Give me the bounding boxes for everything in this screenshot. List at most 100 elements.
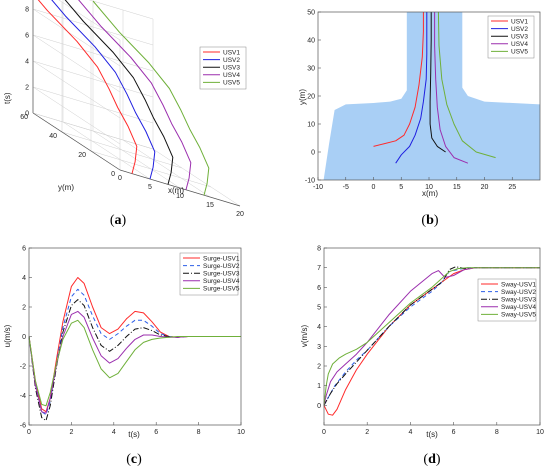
panel-b-plot: -10 -5 0 5 10 15 20 25-1001020304050USV1USV2USV… xyxy=(305,10,541,191)
panel-b-xy-trajectories: -10 -5 0 5 10 15 20 25-1001020304050USV1USV2USV… xyxy=(298,10,541,228)
panel-b-legend-entry: USV4 xyxy=(511,41,528,48)
side-grid-line xyxy=(32,86,121,145)
panel-d-legend-entry: Sway-USV5 xyxy=(501,312,536,319)
panel-a-ztick-label: 4 xyxy=(25,59,29,66)
panel-a-axes-box xyxy=(32,0,241,207)
panel-b-xtick-label: 10 xyxy=(425,184,433,191)
panel-a-ytick-label: 20 xyxy=(78,152,86,159)
panel-b-series-usv1 xyxy=(373,12,424,147)
panel-a-ytick-label: 60 xyxy=(20,114,28,121)
panel-a-legend-entry: USV1 xyxy=(223,49,240,56)
panel-a-xtick-label: 5 xyxy=(148,184,152,191)
panel-b-ytick-label: 30 xyxy=(307,66,315,73)
panel-d-ytick-label: 6 xyxy=(317,285,321,292)
panel-a-ytick-label: 40 xyxy=(49,133,57,140)
panel-d-ytick-label: 4 xyxy=(317,324,321,331)
panel-a-legend-entry: USV3 xyxy=(223,65,240,72)
panel-c-label: (c) xyxy=(126,452,142,467)
panel-a-legend-entry: USV5 xyxy=(223,80,240,87)
panel-d-ytick-label: 1 xyxy=(317,383,321,390)
panel-d-ytick-label: 0 xyxy=(317,403,321,410)
floor-grid-line xyxy=(61,131,183,169)
panel-c-xtick-label: 6 xyxy=(154,429,158,436)
panel-c-ylabel: u(m/s) xyxy=(3,324,12,347)
panel-a-ztick-label: 6 xyxy=(25,33,29,40)
panel-d-xlabel: t(s) xyxy=(426,430,438,439)
panel-a-label: (a) xyxy=(110,213,127,228)
panel-d-label: (d) xyxy=(423,452,440,467)
panel-b-ytick-label: -10 xyxy=(305,178,315,185)
panel-b-ytick-label: 40 xyxy=(307,38,315,45)
panel-d-xtick-label: 0 xyxy=(322,429,326,436)
panel-a-series-usv2 xyxy=(51,0,156,180)
panel-d-xtick-label: 6 xyxy=(452,429,456,436)
panel-c-ytick-label: -2 xyxy=(20,364,26,371)
panel-a-ylabel: y(m) xyxy=(58,183,74,192)
panel-c-ytick-label: 2 xyxy=(22,305,26,312)
panel-c-surge: 0 2 4 6 8 10-6-4-20246Surge-USV1Surge-USV2Sur… xyxy=(3,246,245,468)
panel-c-series-surge-usv4 xyxy=(28,310,241,414)
panel-a-3d-trajectories: 0510152002040600246810 x(m) y(m) t(s) US… xyxy=(3,0,247,228)
panel-d-ylabel: v(m/s) xyxy=(300,325,309,348)
panel-c-legend-entry: Surge-USV4 xyxy=(203,278,240,285)
floor-grid-line xyxy=(92,130,181,189)
panel-a-zlabel: t(s) xyxy=(3,92,12,104)
panel-d-ytick-label: 3 xyxy=(317,344,321,351)
panel-a-xtick-label: 0 xyxy=(118,175,122,182)
panel-d-plot: 0 2 4 6 8 10012345678Sway-USV1Sway-USV2Sway-U… xyxy=(317,246,544,437)
panel-c-legend-entry: Surge-USV1 xyxy=(203,255,240,262)
panel-a-legend-entry: USV4 xyxy=(223,72,240,79)
panel-b-legend-entry: USV2 xyxy=(511,26,528,33)
panel-a-xlabel: x(m) xyxy=(168,186,184,195)
panel-d-ytick-label: 7 xyxy=(317,265,321,272)
panel-a-legend-entry: USV2 xyxy=(223,57,240,64)
panel-b-series-usv5 xyxy=(437,11,496,159)
panel-c-xtick-label: 10 xyxy=(237,429,245,436)
floor-grid-line xyxy=(62,121,151,180)
panel-a-xtick-label: 10 xyxy=(176,193,184,200)
panel-a-ztick-label: 0 xyxy=(25,111,29,118)
panel-d-frame xyxy=(323,247,541,426)
panel-b-xlabel: x(m) xyxy=(422,189,438,198)
panel-b-legend-entry: USV3 xyxy=(511,34,528,41)
panel-c-xtick-label: 8 xyxy=(197,429,201,436)
panel-c-legend-entry: Surge-USV5 xyxy=(203,286,240,293)
floor-grid-line xyxy=(90,150,212,188)
panel-b-xtick-label: 0 xyxy=(372,184,376,191)
panel-b-xtick-label: -10 xyxy=(313,184,323,191)
panel-a-series-usv4 xyxy=(78,0,192,190)
panel-b-xtick-label: 5 xyxy=(399,184,403,191)
side-grid-line xyxy=(32,34,121,93)
panel-b-label: (b) xyxy=(421,213,438,228)
panel-a-ticks: 0510152002040600246810 xyxy=(20,7,244,219)
panel-b-legend-entry: USV1 xyxy=(511,18,528,25)
panel-a-ztick-label: 8 xyxy=(25,7,29,14)
panel-a-series-usv5 xyxy=(92,0,210,196)
panel-b-xtick-label: 15 xyxy=(453,184,461,191)
panel-b-series-usv4 xyxy=(434,12,469,164)
panel-c-plot: 0 2 4 6 8 10-6-4-20246Surge-USV1Surge-USV2Sur… xyxy=(20,246,245,437)
side-grid-line xyxy=(32,8,121,67)
panel-d-legend-entry: Sway-USV2 xyxy=(501,289,536,296)
panel-c-ytick-label: -6 xyxy=(20,423,26,430)
panel-b-ytick-label: 0 xyxy=(311,150,315,157)
panel-c-ytick-label: 4 xyxy=(22,275,26,282)
panel-d-xtick-label: 10 xyxy=(536,429,544,436)
side-grid-line xyxy=(58,0,121,41)
panel-a-ztick-label: 2 xyxy=(25,85,29,92)
panel-a-ytick-label: 0 xyxy=(111,171,115,178)
panel-b-ytick-label: 10 xyxy=(307,122,315,129)
panel-b-legend-entry: USV5 xyxy=(511,49,528,56)
panel-a-xtick-label: 15 xyxy=(206,202,214,209)
panel-a-xtick-label: 20 xyxy=(236,211,244,218)
panel-c-series-surge-usv5 xyxy=(28,319,241,407)
panel-d-ytick-label: 8 xyxy=(317,246,321,253)
panel-c-ytick-label: 0 xyxy=(22,334,26,341)
panel-a-series-usv1 xyxy=(37,0,138,174)
panel-c-legend-entry: Surge-USV2 xyxy=(203,263,240,270)
panel-d-ytick-label: 2 xyxy=(317,364,321,371)
panel-c-legend-entry: Surge-USV3 xyxy=(203,271,240,278)
panel-c-xtick-label: 2 xyxy=(69,429,73,436)
panel-c-xtick-label: 0 xyxy=(27,429,31,436)
